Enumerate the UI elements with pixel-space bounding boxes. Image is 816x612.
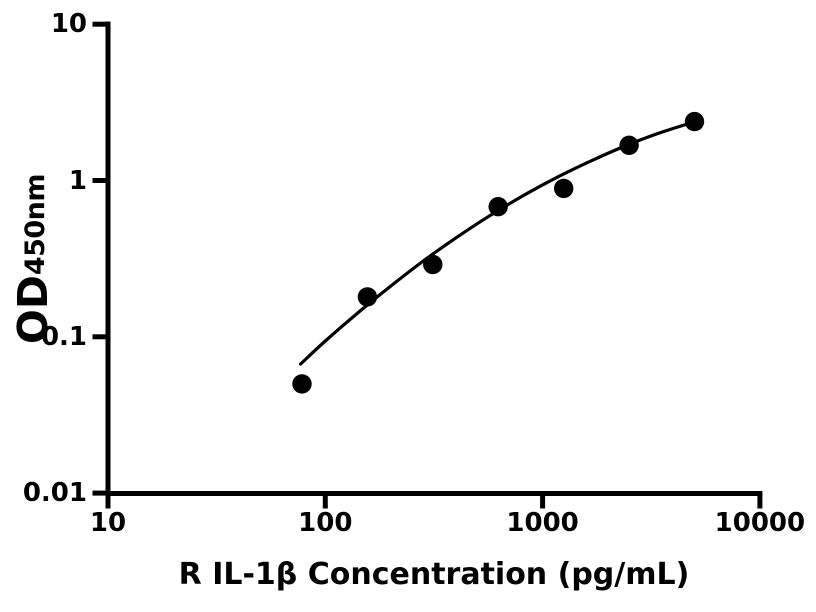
y-tick-label: 0.01 xyxy=(22,478,87,509)
data-point-marker xyxy=(488,197,508,217)
x-tick-label: 1000 xyxy=(506,508,579,538)
y-axis-title: OD450nm xyxy=(9,174,57,344)
y-axis-title-main: OD xyxy=(9,275,57,344)
data-point-marker xyxy=(684,111,705,132)
data-point-marker xyxy=(619,135,639,155)
data-point-marker xyxy=(292,374,312,394)
y-tick-label: 1 xyxy=(68,165,87,196)
x-tick-label: 10 xyxy=(89,508,127,538)
y-tick-label: 0.1 xyxy=(40,321,87,352)
x-axis-title: R IL-1β Concentration (pg/mL) xyxy=(178,557,690,592)
data-point-marker xyxy=(423,254,443,275)
data-point-marker xyxy=(357,287,378,307)
y-tick-label: 10 xyxy=(50,9,87,40)
data-point-marker xyxy=(554,178,574,199)
x-tick-label: 100 xyxy=(298,508,353,538)
x-tick-label: 10000 xyxy=(714,508,806,538)
fit-curve-line xyxy=(299,120,697,366)
y-axis-title-sub: 450nm xyxy=(20,174,51,276)
